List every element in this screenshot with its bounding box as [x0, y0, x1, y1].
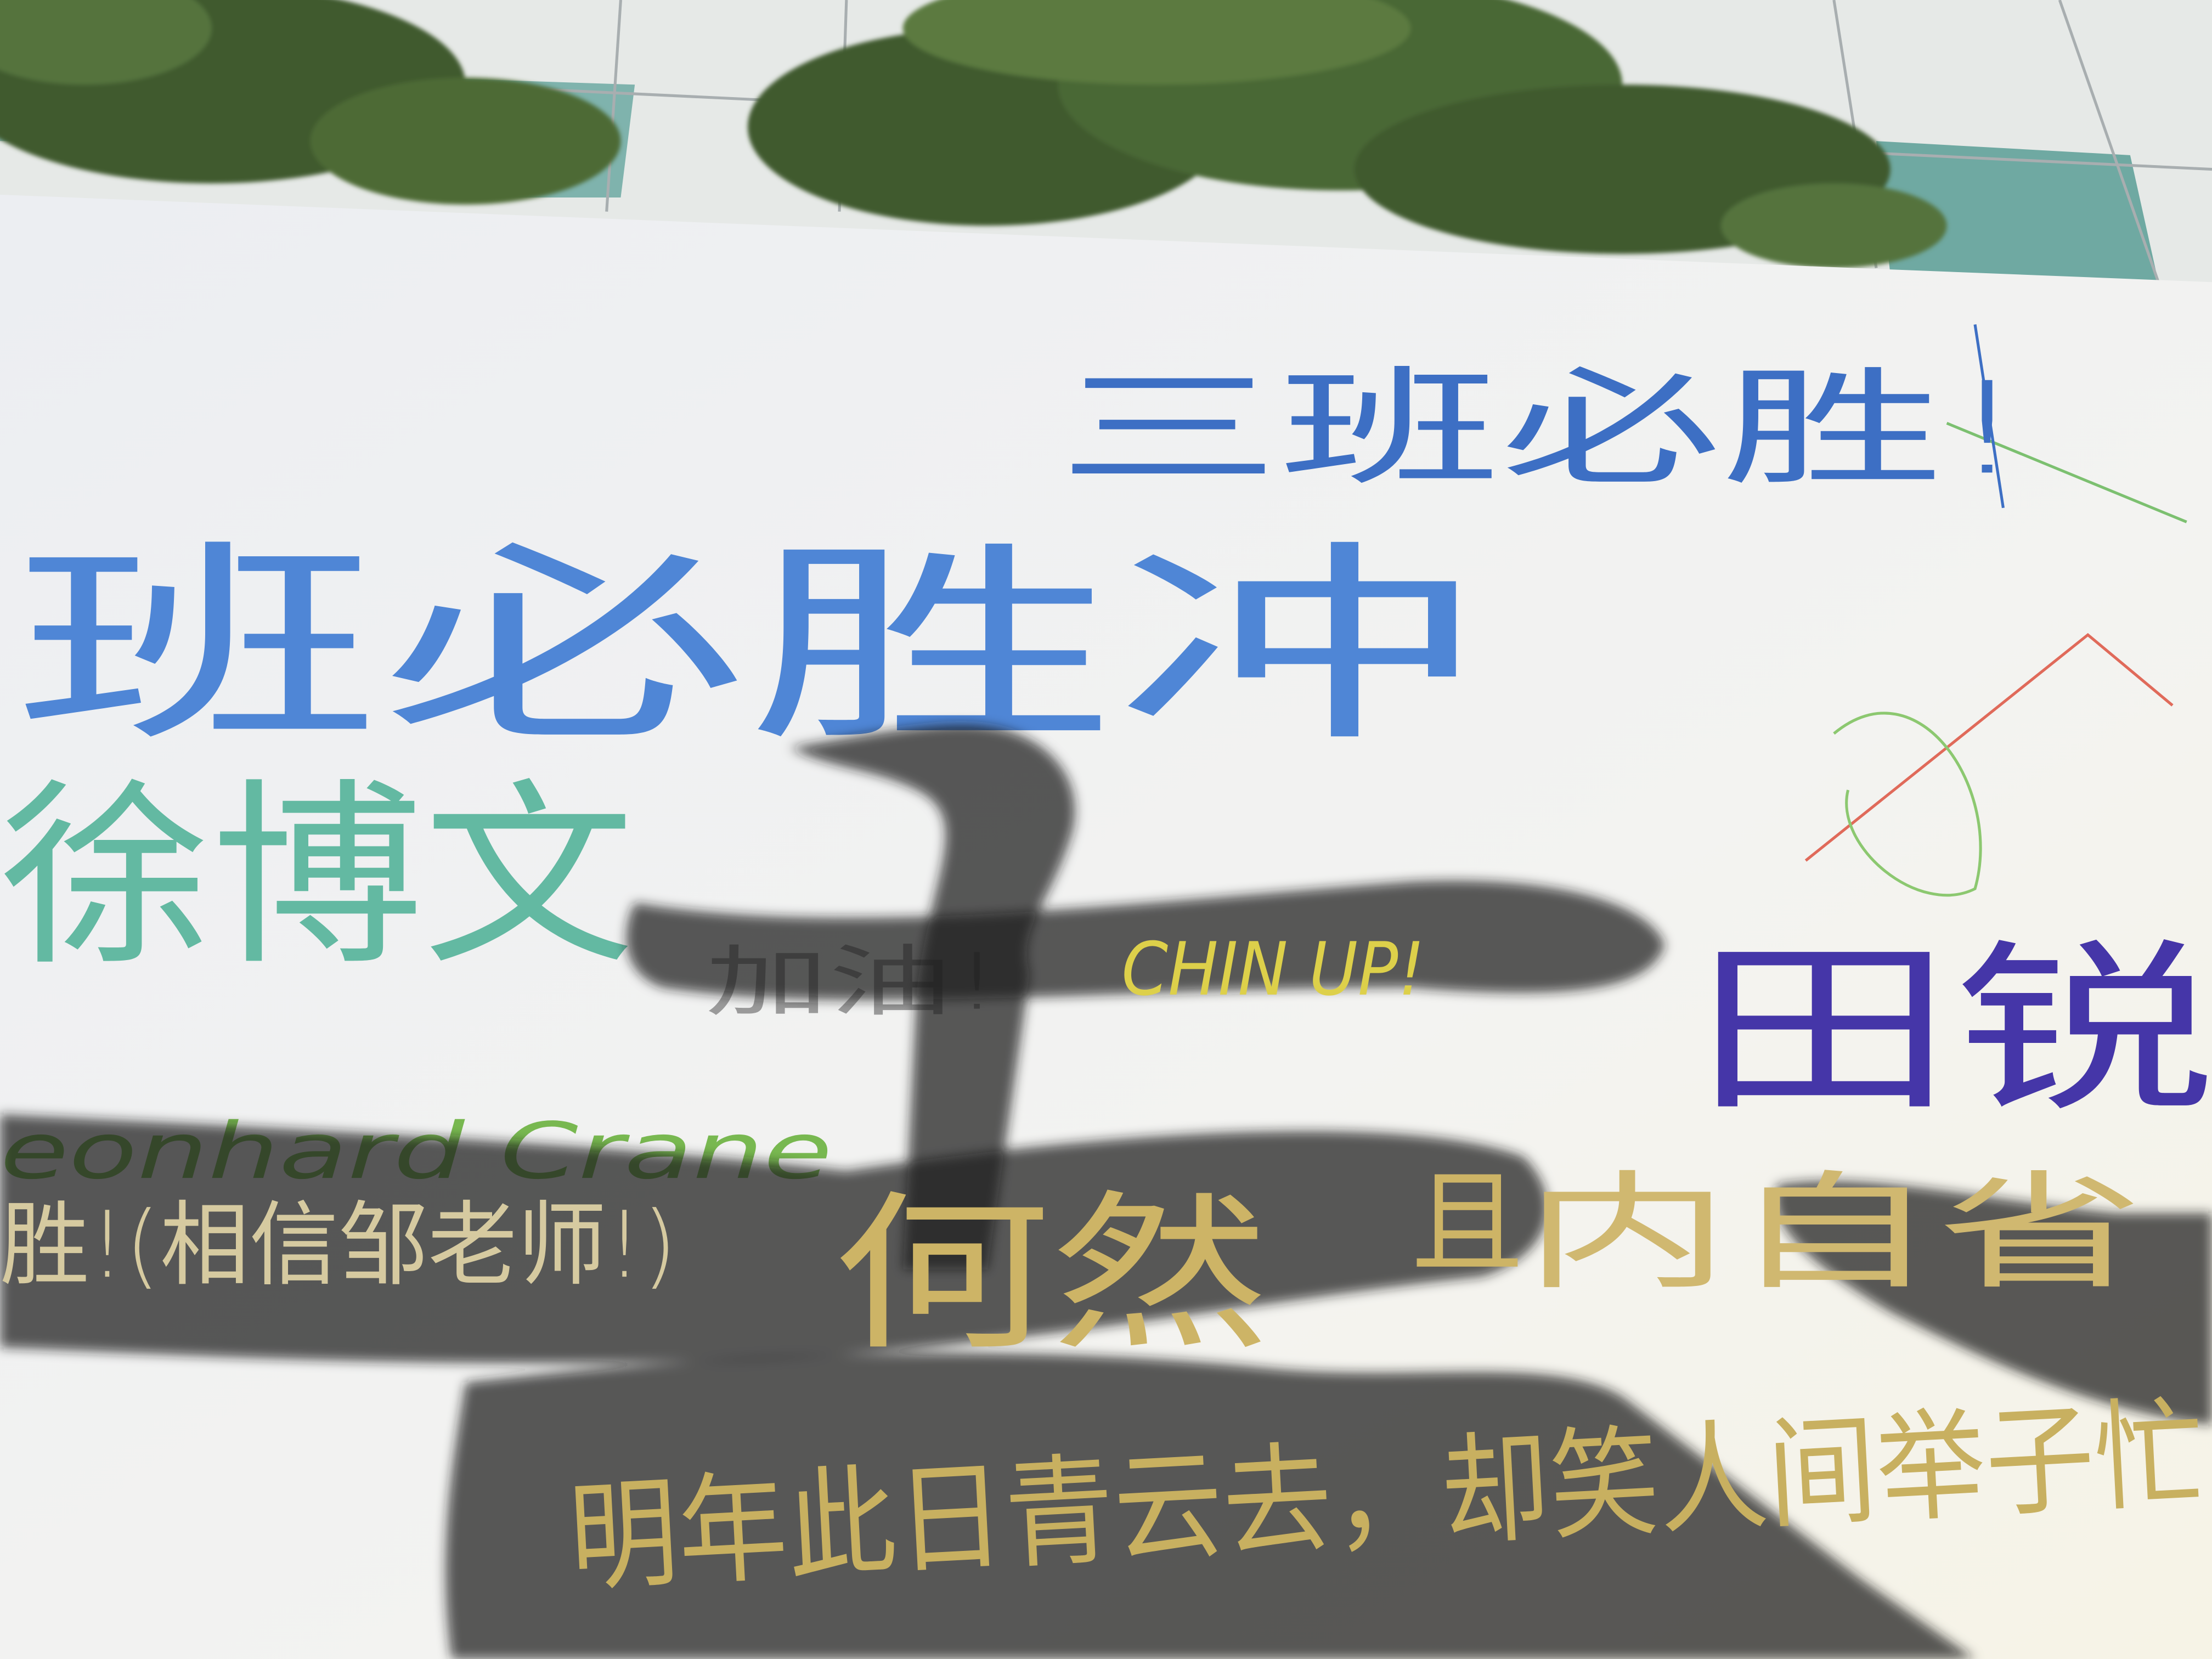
- writings: 三班必胜! 班必胜冲 徐博文 加油! 田锐 eonhard Crane: [0, 354, 2212, 1197]
- writing: 何然: [832, 1176, 1269, 1373]
- writing: 且: [1410, 1158, 1523, 1289]
- writing: 三班必胜!: [1058, 354, 2032, 503]
- writing: 内自省: [1523, 1159, 2144, 1307]
- writing: CHIN UP!: [1121, 927, 1425, 1012]
- scribbles: [1804, 324, 2187, 897]
- shadow: [0, 724, 2212, 1659]
- writing: 徐博文: [0, 762, 635, 992]
- trees: [0, 0, 1947, 268]
- writing: 田锐: [1693, 923, 2212, 1137]
- writing: 班必胜冲: [14, 523, 1481, 769]
- writing: 胜!(相信邹老师!): [0, 1192, 677, 1299]
